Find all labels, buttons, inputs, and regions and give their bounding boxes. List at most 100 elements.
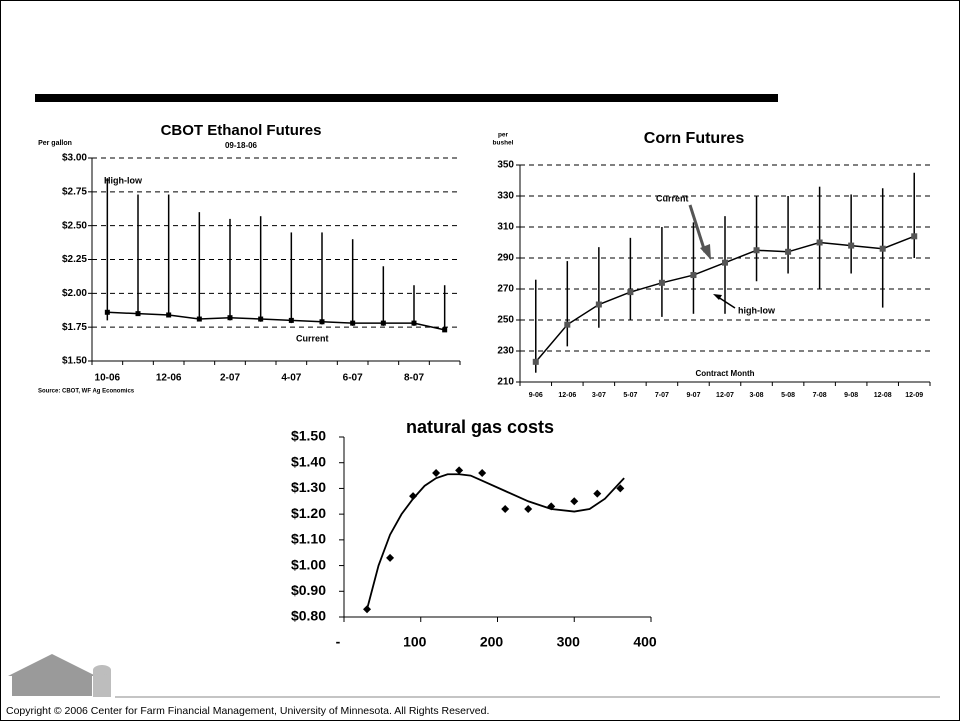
annotation: Current [656,193,689,203]
logo-house [8,654,96,696]
x-tick-label: 7-08 [813,392,827,399]
current-line [107,311,445,331]
data-point [547,502,556,511]
data-point [478,469,487,477]
x-tick-label: 9-08 [844,392,858,399]
current-marker [166,312,172,318]
y-tick-label: $0.90 [291,582,326,598]
current-marker [627,289,634,296]
current-marker [911,233,918,240]
annotation: high-low [738,305,776,315]
data-point [524,505,533,513]
annotation-arrow [688,204,707,253]
annotation: Current [296,333,329,343]
y-tick-label: $1.30 [291,479,326,495]
y-tick-label: $1.20 [291,505,326,521]
chart-title: natural gas costs [406,417,554,437]
x-tick-label: 12-06 [156,373,182,384]
x-tick-label: 100 [403,634,427,650]
y-tick-label: $2.50 [62,220,87,231]
current-marker [380,320,386,326]
y-axis-label: Per gallon [38,140,72,147]
y-tick-label: $1.10 [291,531,326,547]
current-marker [816,239,823,246]
data-point [593,489,602,498]
y-axis-label: bushel [493,140,514,147]
data-point [409,492,418,501]
copyright: Copyright © 2006 Center for Farm Financi… [6,705,489,717]
y-tick-label: 230 [497,346,514,357]
y-tick-label: 330 [497,191,514,202]
current-marker [104,309,110,315]
current-marker [595,301,602,308]
header-bar [35,94,778,102]
x-tick-label: 10-06 [95,373,121,384]
current-marker [785,248,792,255]
chart: natural gas costs $0.80 $0.90 $1.00 $1.10 $1.… [291,417,657,650]
annotation-arrowhead [700,244,711,260]
data-point [455,466,464,475]
annotation: High-low [104,175,143,185]
y-tick-label: 290 [497,253,514,264]
current-marker [722,259,728,266]
annotation-arrowhead [713,294,722,300]
x-tick-label: 12-08 [874,392,892,399]
chart-title: CBOT Ethanol Futures [161,122,322,139]
data-point [432,469,441,477]
y-tick-label: $0.80 [291,608,326,624]
x-tick-label: 3-07 [592,392,606,399]
x-tick-label: 300 [557,634,581,650]
x-tick-label: 5-07 [623,392,637,399]
annotation-arrow [717,296,736,309]
y-tick-label: $3.00 [62,153,87,164]
current-marker [442,327,448,333]
y-tick-label: $1.75 [62,322,87,333]
trend-line [366,473,625,610]
y-tick-label: 350 [497,160,514,171]
current-marker [196,316,202,322]
x-tick-label: 12-06 [558,392,576,399]
chart: CBOT Ethanol Futures 09-18-06 Per gallon So… [38,122,461,395]
x-tick-label: 6-07 [343,373,363,384]
logo-silo [93,670,111,697]
current-marker [848,242,855,249]
x-tick-label: 2-07 [220,373,240,384]
x-tick-label: 9-06 [529,392,543,399]
y-tick-label: $1.00 [291,556,326,572]
logo [8,654,111,697]
data-point [386,553,395,562]
y-tick-label: 250 [497,315,514,326]
chart-subtitle: 09-18-06 [225,141,258,150]
current-marker [350,320,356,326]
current-marker [258,316,264,322]
y-tick-label: 270 [497,284,514,295]
data-point [501,505,510,513]
current-marker [753,247,760,254]
current-marker [532,358,539,365]
data-point [616,484,625,493]
y-tick-label: 310 [497,222,514,233]
x-tick-label: - [336,634,341,650]
current-marker [411,320,417,326]
chart-title: Corn Futures [644,130,745,147]
x-tick-label: 8-07 [404,373,424,384]
current-marker [690,272,697,279]
x-tick-label: 12-09 [905,392,923,399]
y-tick-label: $2.25 [62,254,87,265]
y-tick-label: $1.40 [291,453,326,469]
y-axis-label: per [498,132,509,139]
x-tick-label: 12-07 [716,392,734,399]
current-marker [135,311,141,317]
x-tick-label: 5-08 [781,392,795,399]
x-axis-label: Contract Month [695,369,754,378]
data-point [363,605,372,614]
current-marker [564,321,571,328]
y-tick-label: $2.00 [62,288,87,299]
x-tick-label: 3-08 [750,392,764,399]
current-marker [879,245,886,252]
x-tick-label: 200 [480,634,504,650]
x-tick-label: 400 [633,634,657,650]
x-tick-label: 4-07 [281,373,301,384]
